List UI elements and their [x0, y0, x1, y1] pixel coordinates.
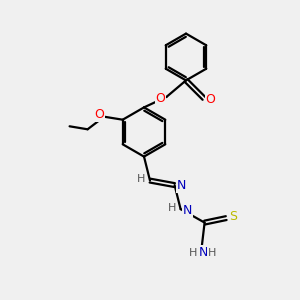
Text: H: H	[137, 174, 145, 184]
Text: H: H	[189, 248, 197, 258]
Text: N: N	[199, 246, 208, 259]
Text: S: S	[229, 210, 237, 223]
Text: H: H	[208, 248, 216, 258]
Text: N: N	[182, 204, 192, 217]
Text: O: O	[94, 108, 104, 121]
Text: H: H	[168, 202, 176, 213]
Text: O: O	[156, 92, 165, 105]
Text: N: N	[176, 178, 186, 192]
Text: O: O	[206, 93, 215, 106]
